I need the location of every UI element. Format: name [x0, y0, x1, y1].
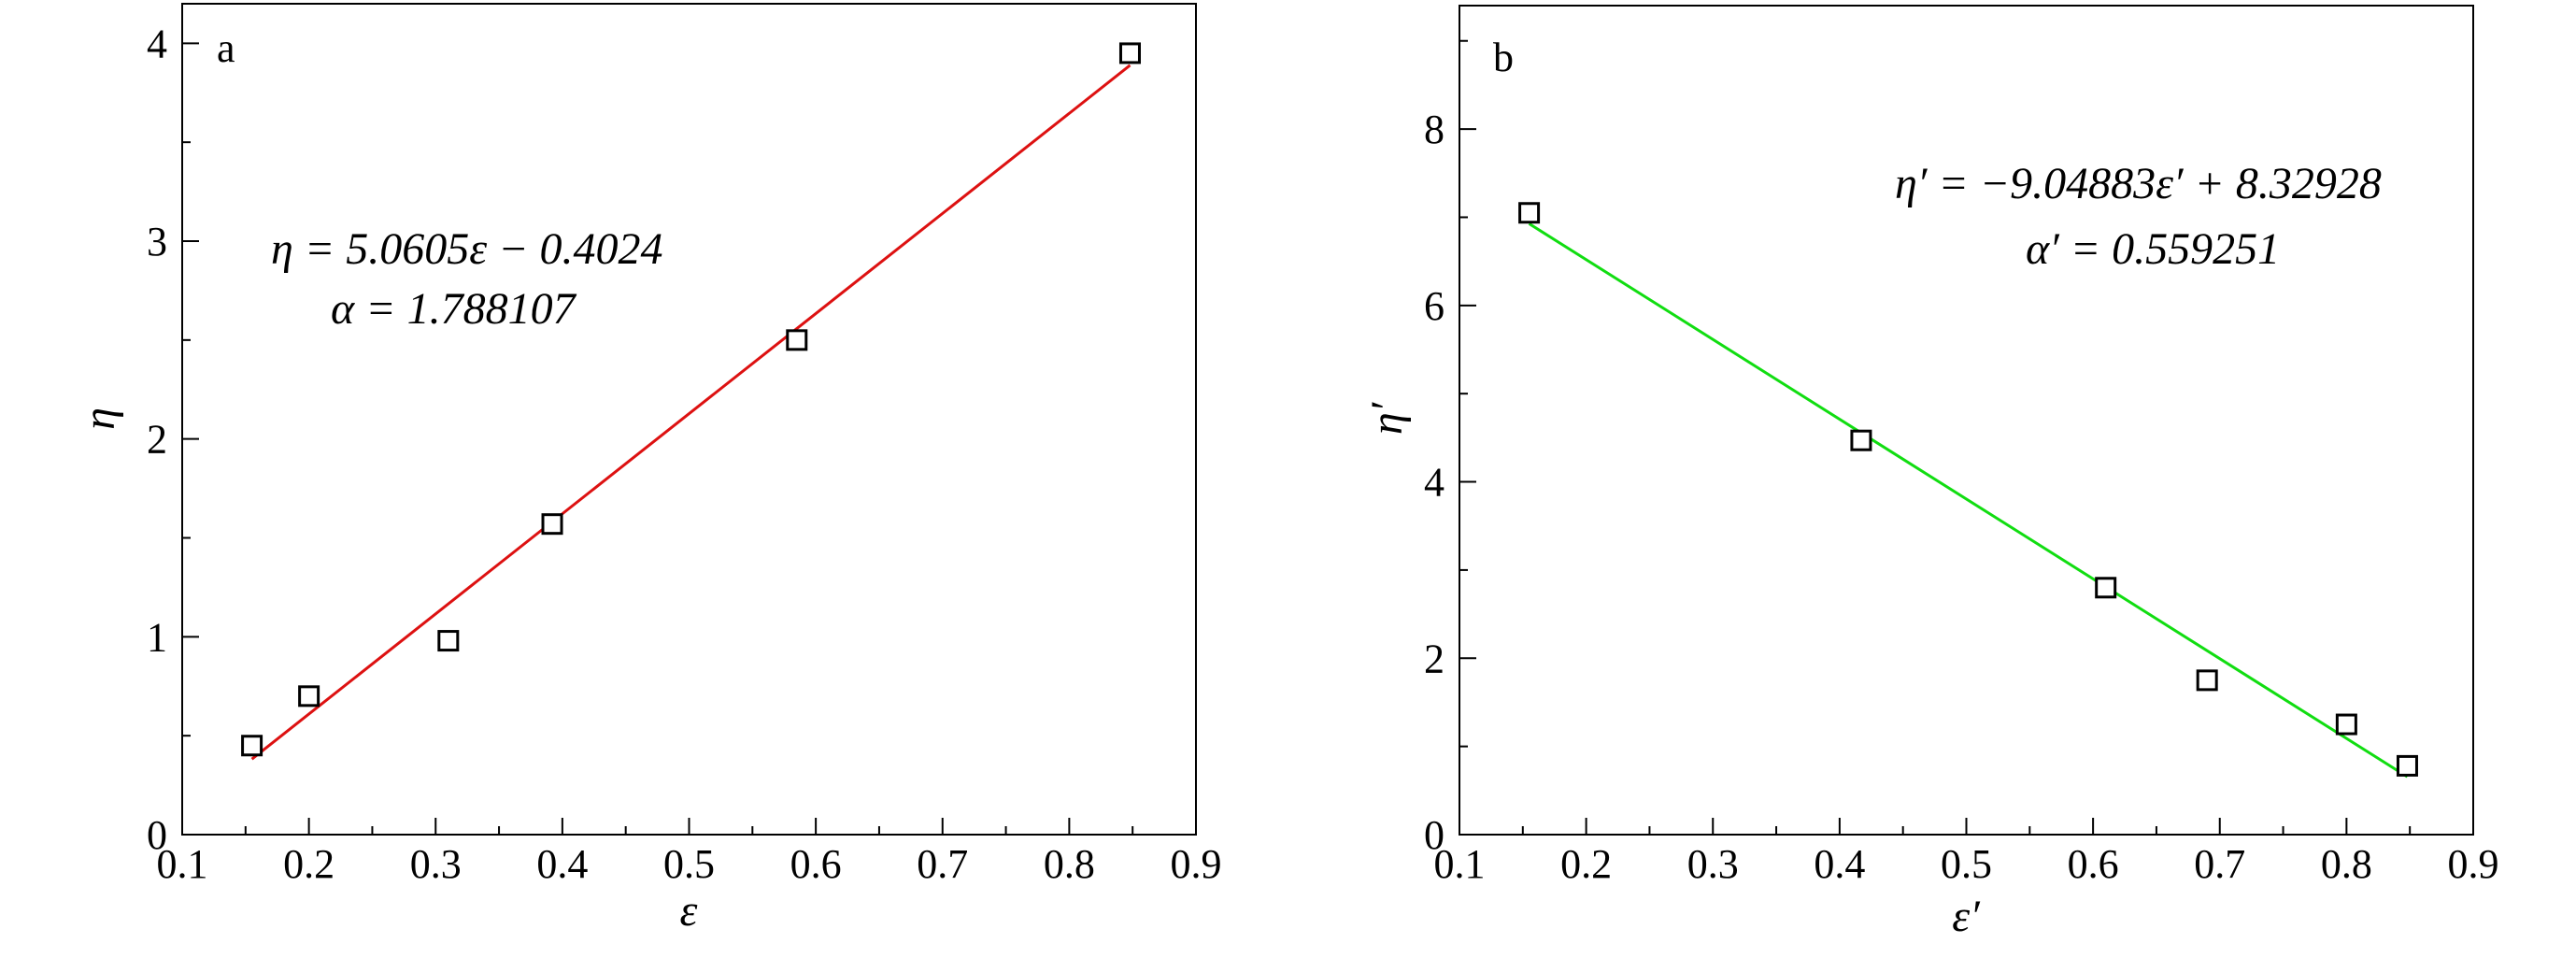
y-tick-label: 1 [147, 614, 167, 660]
y-tick-label: 0 [1424, 812, 1445, 858]
data-point [1850, 429, 1872, 451]
panel-b-tick-labels: 0.1 0.2 0.3 0.4 0.5 0.6 0.7 0.8 0.9 0 2 4 6 8 [1424, 107, 2499, 887]
x-tick-label: 0.2 [283, 841, 334, 887]
panel-b: 0.1 0.2 0.3 0.4 0.5 0.6 0.7 0.8 0.9 0 2 4 6 8 b η′ = … [1362, 5, 2499, 941]
panel-a-points [241, 42, 1141, 757]
y-tick-label: 4 [147, 21, 167, 66]
panel-b-equation: η′ = −9.04883ε′ + 8.32928 [1895, 159, 2382, 208]
data-point [2196, 669, 2218, 692]
y-tick-label: 4 [1424, 460, 1445, 506]
x-tick-label: 0.4 [536, 841, 588, 887]
panel-b-fit-line [1528, 222, 2409, 779]
x-tick-label: 0.8 [1044, 841, 1095, 887]
x-tick-label: 0.5 [663, 841, 715, 887]
data-point [437, 630, 460, 652]
data-point [2335, 713, 2357, 736]
x-tick-label: 0.1 [157, 841, 208, 887]
x-tick-label: 0.4 [1814, 841, 1865, 887]
panel-a-ticks [181, 42, 1197, 836]
x-tick-label: 0.1 [1434, 841, 1486, 887]
panel-a-alpha: α = 1.788107 [331, 284, 577, 334]
x-tick-label: 0.7 [917, 841, 968, 887]
x-tick-label: 0.2 [1560, 841, 1612, 887]
y-tick-label: 8 [1424, 107, 1445, 152]
x-tick-label: 0.3 [410, 841, 462, 887]
x-tick-label: 0.8 [2321, 841, 2372, 887]
data-point [298, 685, 320, 708]
x-tick-label: 0.9 [1171, 841, 1222, 887]
panel-b-x-axis-title: ε′ [1952, 892, 1981, 941]
data-point [2095, 577, 2117, 599]
y-tick-label: 0 [147, 812, 167, 858]
panel-a-y-axis-title: η [75, 407, 124, 430]
data-point [241, 735, 263, 757]
x-tick-label: 0.5 [1941, 841, 1992, 887]
panel-b-frame [1459, 5, 2474, 836]
panel-a-tick-labels: 0.1 0.2 0.3 0.4 0.5 0.6 0.7 0.8 0.9 0 1 2 3 4 [147, 21, 1222, 887]
y-tick-label: 2 [147, 417, 167, 463]
panel-a: 0.1 0.2 0.3 0.4 0.5 0.6 0.7 0.8 0.9 0 1 2 3 4 a η = 5… [75, 3, 1222, 936]
panel-a-x-axis-title: ε [680, 886, 698, 936]
panel-a-fit-line [250, 64, 1131, 761]
x-tick-label: 0.3 [1687, 841, 1739, 887]
data-point [786, 329, 808, 351]
y-tick-label: 6 [1424, 283, 1445, 329]
x-tick-label: 0.6 [2068, 841, 2119, 887]
y-tick-label: 3 [147, 219, 167, 264]
panel-b-y-axis-title: η′ [1362, 401, 1412, 435]
panel-b-points [1518, 202, 2418, 777]
panel-a-equation: η = 5.0605ε − 0.4024 [271, 224, 663, 274]
x-tick-label: 0.9 [2448, 841, 2499, 887]
y-tick-label: 2 [1424, 636, 1445, 681]
x-tick-label: 0.6 [790, 841, 842, 887]
panel-b-alpha: α′ = 0.559251 [2026, 224, 2280, 274]
panel-b-letter: b [1493, 35, 1514, 80]
x-tick-label: 0.7 [2194, 841, 2245, 887]
panel-a-frame [181, 3, 1197, 836]
panel-b-ticks [1459, 39, 2474, 836]
panel-a-letter: a [217, 25, 235, 71]
data-point [1518, 202, 1541, 224]
data-point [2396, 754, 2418, 777]
data-point [541, 513, 563, 536]
data-point [1118, 42, 1141, 64]
